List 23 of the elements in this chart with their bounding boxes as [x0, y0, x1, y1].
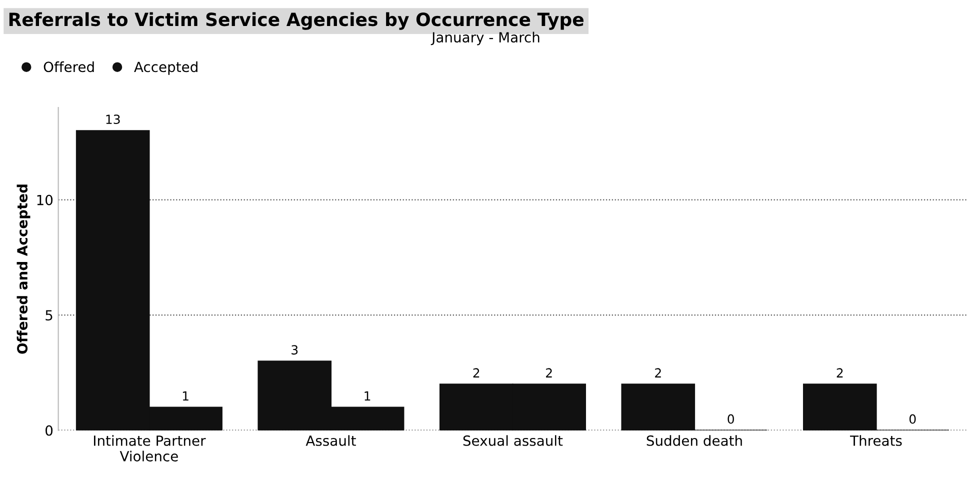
data-label: 1: [182, 391, 188, 400]
data-label: 0: [728, 414, 734, 424]
x-tick-label: Sexual assault: [463, 435, 563, 446]
legend-label: Accepted: [134, 61, 198, 75]
data-label: 2: [546, 368, 552, 378]
y-tick-label: 5: [46, 310, 52, 321]
x-tick-label: Sudden death: [646, 435, 742, 446]
data-label: 3: [292, 345, 298, 355]
legend-label: Offered: [44, 61, 94, 72]
x-tick-label: Assault: [306, 435, 356, 446]
data-label: 1: [364, 391, 370, 400]
chart-subtitle: January - March: [430, 32, 540, 46]
y-axis-title: Offered and Accepted: [16, 184, 30, 354]
chart-title: Referrals to Victim Service Agencies by Occurrence Type: [9, 12, 584, 30]
data-label: 0: [909, 414, 916, 424]
data-label: 13: [106, 114, 120, 124]
data-label: 2: [655, 368, 661, 378]
y-tick-label: 0: [46, 425, 53, 436]
data-label: 2: [836, 368, 843, 378]
y-tick-label: 10: [37, 194, 53, 206]
x-tick-label: Threats: [850, 435, 902, 446]
x-tick-label: Intimate Partner Violence: [94, 435, 206, 462]
data-label: 2: [473, 368, 480, 378]
